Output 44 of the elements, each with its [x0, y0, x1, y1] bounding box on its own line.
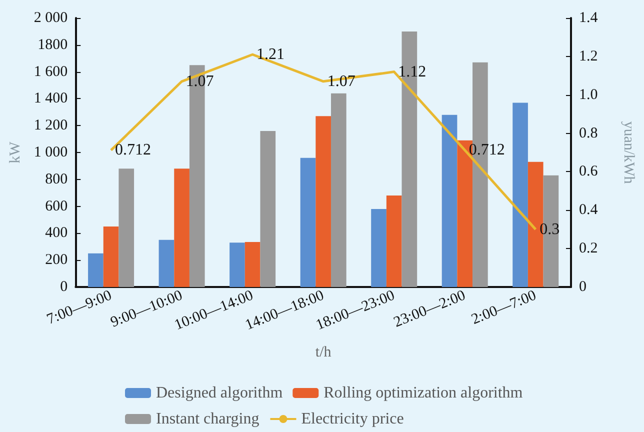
- y-axis-title: kW: [8, 140, 24, 164]
- bar: [386, 196, 402, 287]
- bar: [260, 130, 276, 287]
- y2-tick-label: 1.0: [579, 86, 598, 103]
- y-tick-label: 800: [45, 171, 68, 188]
- legend-label: Rolling optimization algorithm: [324, 384, 524, 402]
- y2-tick-label: 0.8: [579, 125, 598, 142]
- y2-tick-label: 0.6: [579, 164, 598, 180]
- bar: [174, 168, 190, 287]
- y2-tick-label: 1.4: [579, 10, 598, 26]
- bar: [230, 242, 245, 287]
- bar: [300, 158, 316, 287]
- data-label: 0.712: [115, 142, 152, 159]
- bar: [512, 102, 528, 287]
- y2-tick-label: 0.4: [579, 202, 598, 218]
- y2-tick-label: 0: [579, 279, 586, 295]
- bar: [330, 93, 346, 287]
- y-tick-label: 1 600: [34, 64, 68, 80]
- y-tick-label: 0: [60, 279, 68, 295]
- x-axis-title: t/h: [315, 344, 332, 360]
- y-tick-label: 2 000: [34, 10, 68, 26]
- data-label: 0.712: [468, 142, 505, 159]
- y-tick-label: 1800: [38, 36, 68, 53]
- y-tick-label: 1 200: [34, 118, 68, 134]
- bar: [118, 168, 134, 287]
- y-tick-label: 600: [45, 198, 68, 214]
- data-label: 1.21: [256, 46, 285, 64]
- y2-tick-label: 0.2: [579, 240, 598, 257]
- bar: [442, 114, 458, 287]
- bar: [316, 116, 331, 287]
- bar: [244, 242, 260, 287]
- y2-tick-label: 1.2: [579, 48, 598, 64]
- legend-label: Instant charging: [156, 410, 260, 428]
- legend-label: Electricity price: [301, 410, 404, 428]
- y-tick-label: 1 000: [34, 144, 68, 160]
- bar: [103, 226, 119, 287]
- y-tick-label: 200: [45, 252, 68, 268]
- bar: [158, 240, 174, 287]
- legend-label: Designed algorithm: [156, 384, 284, 402]
- y2-axis-title: yuan/kWh: [620, 121, 636, 184]
- bar: [371, 208, 386, 287]
- y-tick-label: 400: [45, 225, 68, 242]
- y-tick-label: 1 400: [34, 90, 68, 107]
- bar: [88, 253, 104, 287]
